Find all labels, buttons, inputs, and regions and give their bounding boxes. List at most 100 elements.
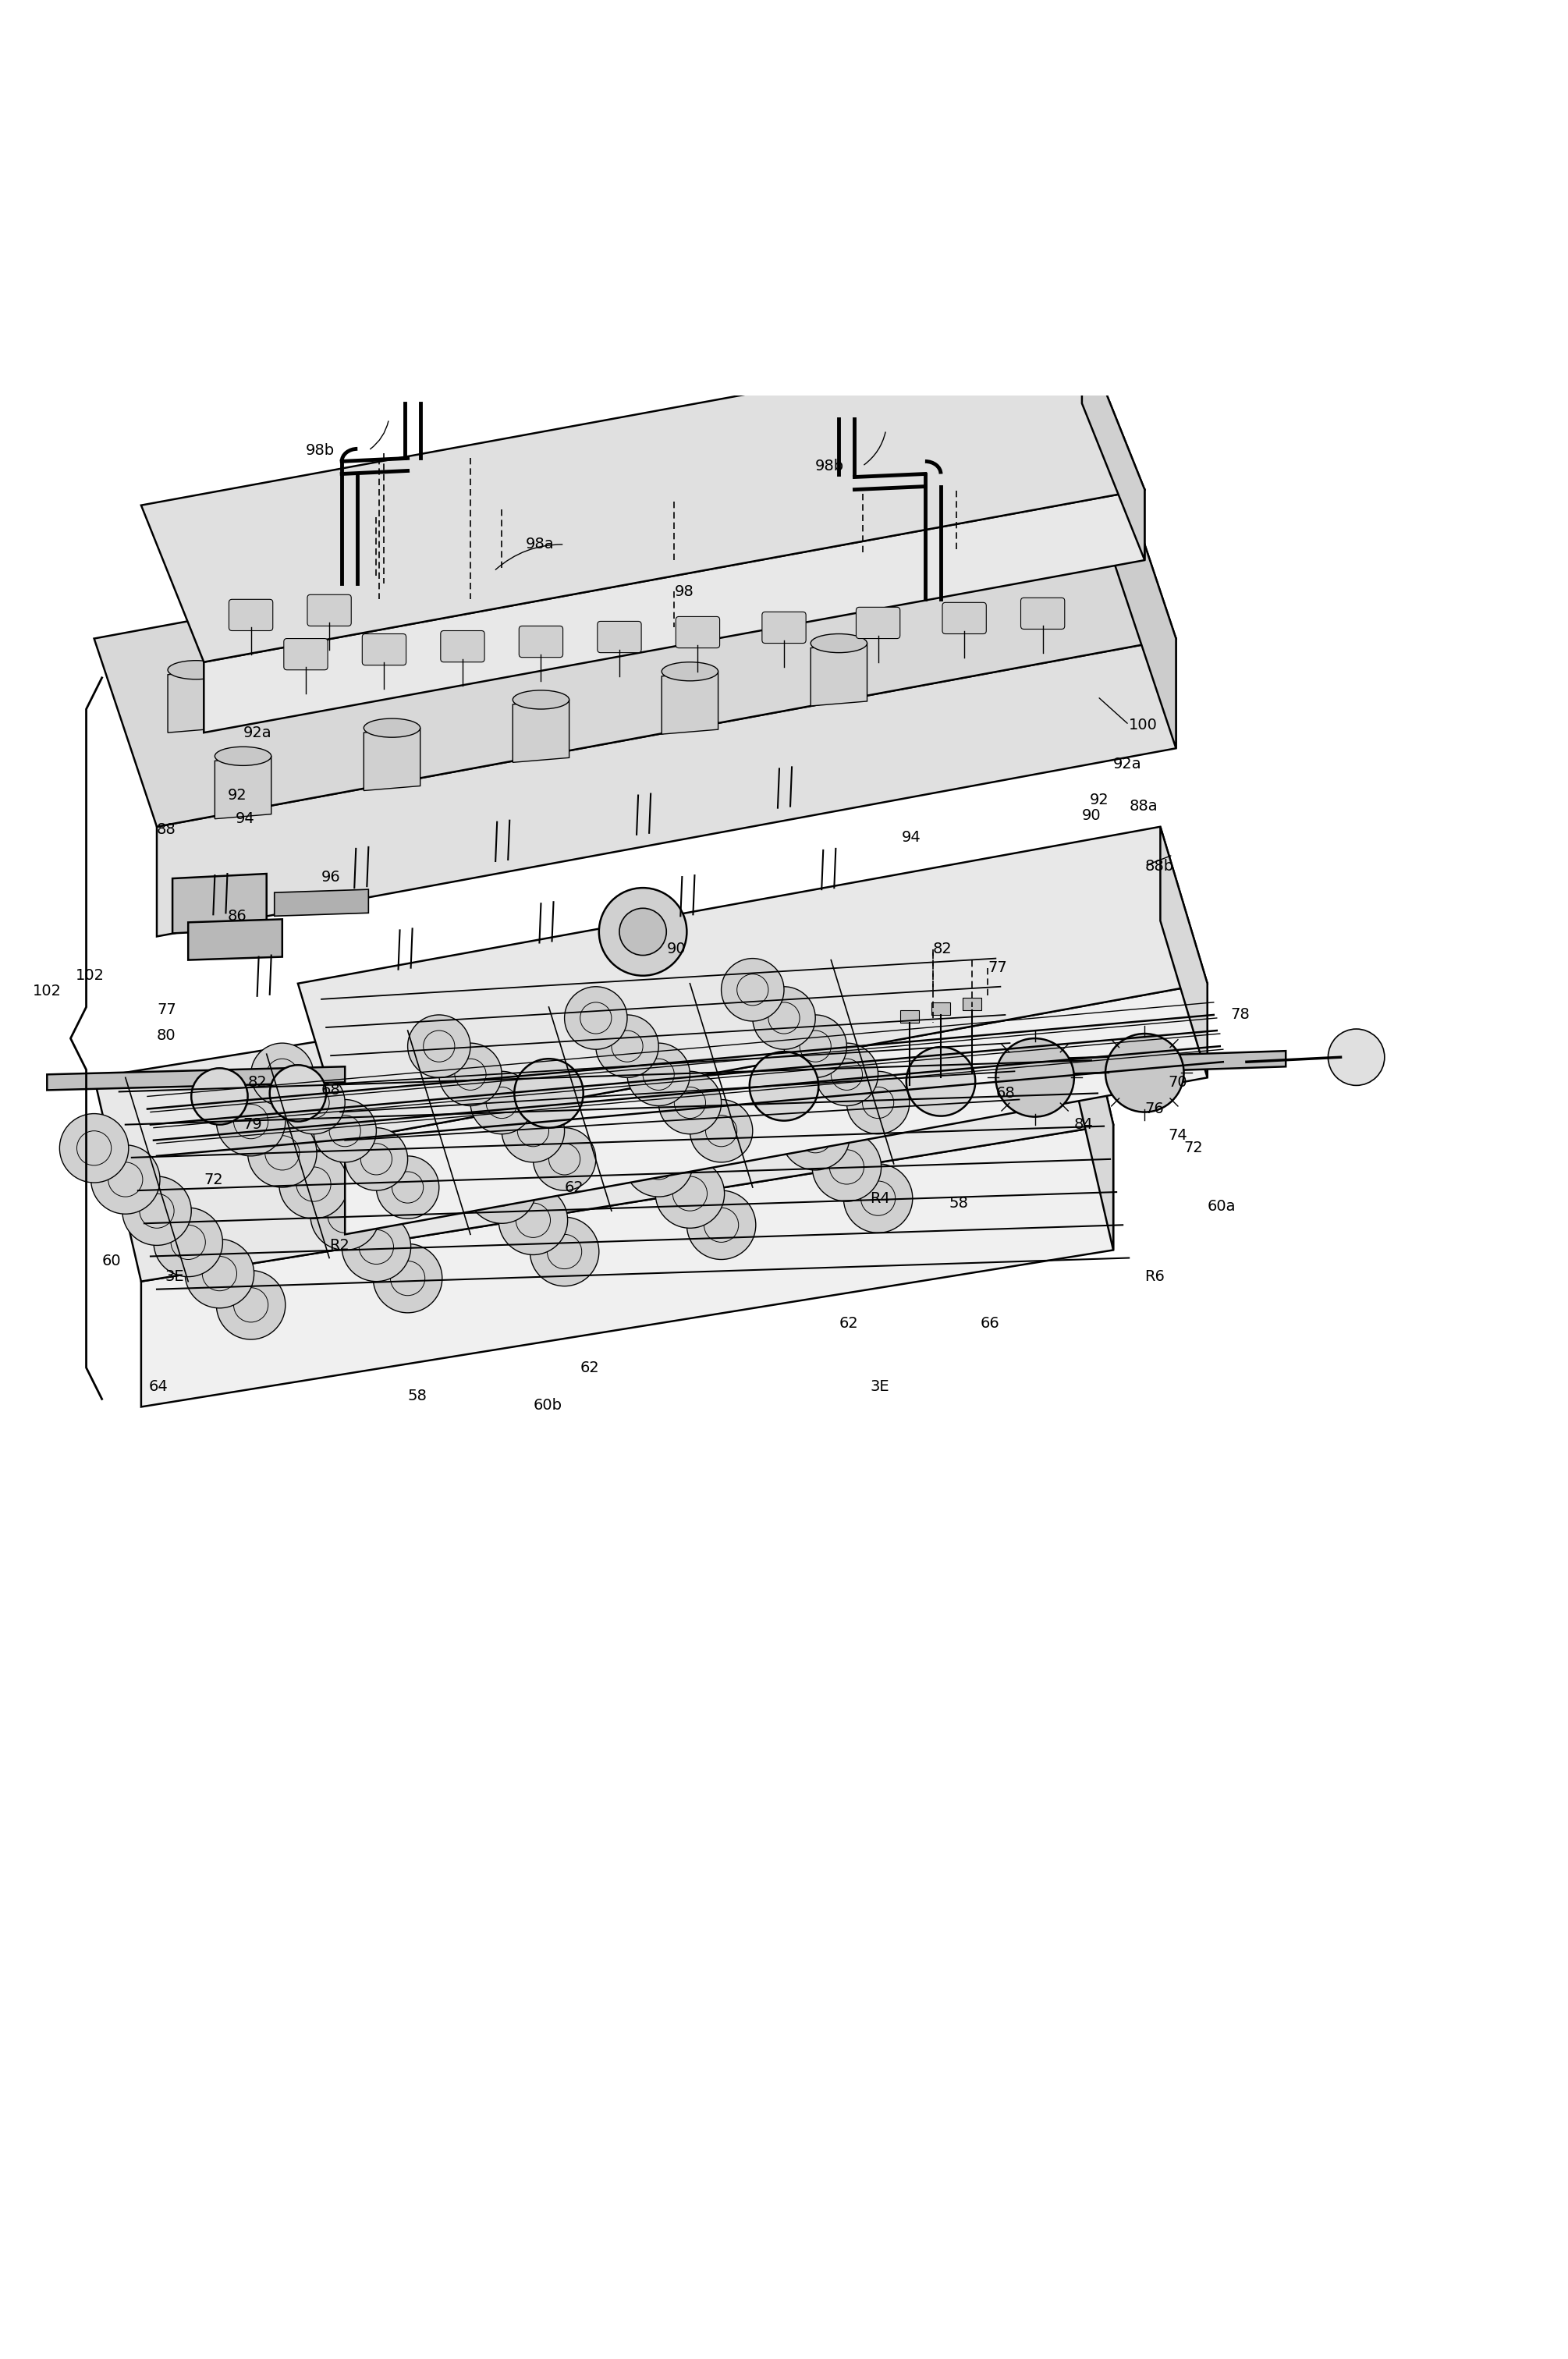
Text: 74: 74 [1168,1128,1187,1144]
Circle shape [191,1069,248,1125]
Polygon shape [811,644,867,705]
Circle shape [373,1059,442,1130]
Polygon shape [141,333,1145,663]
Text: 92a: 92a [243,724,271,741]
Circle shape [282,1071,345,1135]
Text: 76: 76 [1145,1102,1163,1116]
Text: 3E: 3E [870,1380,889,1394]
Circle shape [596,1014,659,1078]
Circle shape [996,1038,1074,1116]
Polygon shape [298,826,1207,1139]
Circle shape [624,1128,693,1196]
Circle shape [248,1118,317,1187]
Ellipse shape [466,604,522,623]
Polygon shape [1160,826,1207,1078]
Circle shape [467,1154,536,1224]
Circle shape [216,1272,285,1340]
Ellipse shape [811,635,867,653]
Circle shape [185,1238,254,1309]
Bar [963,998,982,1010]
Circle shape [753,986,815,1050]
FancyBboxPatch shape [762,611,806,644]
Circle shape [690,1099,753,1163]
Text: 68: 68 [321,1083,340,1097]
Circle shape [405,1092,474,1161]
Circle shape [502,1099,564,1163]
Circle shape [906,1047,975,1116]
FancyBboxPatch shape [597,620,641,653]
Text: 68: 68 [996,1085,1014,1102]
Polygon shape [317,642,373,705]
Circle shape [270,1064,326,1121]
Text: 82: 82 [248,1076,267,1090]
Text: 102: 102 [75,967,103,984]
Text: 98b: 98b [306,443,334,458]
Text: 96: 96 [321,870,340,885]
Circle shape [619,908,666,955]
FancyBboxPatch shape [519,625,563,658]
Ellipse shape [764,547,820,566]
Text: 77: 77 [988,960,1007,974]
Text: 62: 62 [839,1316,858,1330]
Polygon shape [615,585,671,649]
FancyBboxPatch shape [284,639,328,670]
Polygon shape [662,672,718,734]
Circle shape [812,1132,881,1201]
Ellipse shape [615,576,671,594]
Text: 90: 90 [1082,809,1101,823]
Text: 82: 82 [933,941,952,955]
Circle shape [593,1097,662,1165]
Text: 60: 60 [102,1253,121,1269]
FancyBboxPatch shape [942,602,986,635]
Circle shape [784,1014,847,1078]
Circle shape [687,1007,756,1076]
Text: 88a: 88a [1129,800,1157,814]
FancyBboxPatch shape [229,599,273,630]
Text: R4: R4 [870,1191,891,1205]
Circle shape [376,1156,439,1220]
Text: 62: 62 [580,1361,599,1375]
Text: 58: 58 [949,1196,967,1210]
Ellipse shape [317,632,373,651]
Text: 3E: 3E [165,1269,183,1283]
Circle shape [687,1191,756,1260]
Text: 80: 80 [157,1029,176,1043]
Text: 66: 66 [980,1316,999,1330]
Polygon shape [466,613,522,677]
Text: 88b: 88b [1145,859,1173,873]
Circle shape [721,958,784,1021]
Text: 78: 78 [1231,1007,1250,1021]
Text: 92: 92 [227,788,246,802]
Text: 98b: 98b [815,458,844,474]
Polygon shape [274,889,368,915]
FancyBboxPatch shape [676,616,720,649]
Circle shape [599,887,687,977]
Circle shape [514,1059,583,1128]
Ellipse shape [513,691,569,710]
Text: 62: 62 [564,1180,583,1194]
Circle shape [499,1187,568,1255]
FancyBboxPatch shape [307,594,351,625]
Text: 94: 94 [235,811,254,826]
Polygon shape [364,729,420,790]
Polygon shape [204,491,1145,734]
Circle shape [847,1071,909,1135]
Polygon shape [345,984,1207,1234]
Circle shape [314,1099,376,1163]
Circle shape [154,1208,223,1276]
Polygon shape [1066,920,1113,1250]
Circle shape [718,1038,787,1106]
Text: 70: 70 [1168,1076,1187,1090]
FancyBboxPatch shape [441,630,485,663]
Circle shape [310,1182,379,1250]
Circle shape [91,1144,160,1215]
Circle shape [1328,1029,1385,1085]
Circle shape [750,1069,818,1139]
Circle shape [627,1043,690,1106]
Circle shape [530,1217,599,1286]
Text: 79: 79 [243,1118,262,1132]
Bar [900,1010,919,1024]
Circle shape [373,1243,442,1312]
Polygon shape [94,451,1176,826]
FancyBboxPatch shape [856,606,900,639]
